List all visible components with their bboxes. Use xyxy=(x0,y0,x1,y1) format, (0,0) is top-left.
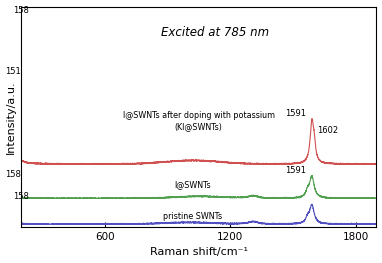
Y-axis label: Intensity/a.u.: Intensity/a.u. xyxy=(6,80,16,154)
Text: 1602: 1602 xyxy=(317,126,338,135)
Text: 1591: 1591 xyxy=(285,109,306,118)
Text: 158: 158 xyxy=(13,193,29,201)
Text: pristine SWNTs: pristine SWNTs xyxy=(163,212,222,221)
Text: 1591: 1591 xyxy=(285,166,306,175)
Text: Excited at 785 nm: Excited at 785 nm xyxy=(162,26,270,39)
Text: 151: 151 xyxy=(5,67,21,76)
Text: I@SWNTs after doping with potassium
(KI@SWNTs): I@SWNTs after doping with potassium (KI@… xyxy=(123,111,275,131)
Text: 158: 158 xyxy=(5,170,21,179)
Text: 158: 158 xyxy=(13,6,29,15)
Text: I@SWNTs: I@SWNTs xyxy=(174,180,211,189)
X-axis label: Raman shift/cm⁻¹: Raman shift/cm⁻¹ xyxy=(150,247,248,257)
